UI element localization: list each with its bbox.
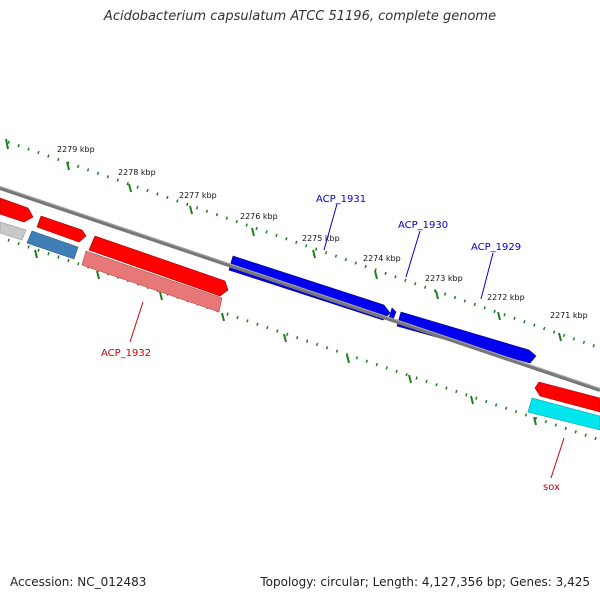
topology-text: Topology: circular; Length: 4,127,356 bp… bbox=[260, 575, 590, 589]
inner-scale-tick bbox=[283, 333, 287, 343]
gene-label-acp-1931[interactable]: ACP_1931 bbox=[316, 194, 366, 205]
outer-scale-tick bbox=[128, 183, 132, 193]
outer-scale-track bbox=[5, 138, 600, 350]
scale-label-2279: 2279 kbp bbox=[57, 145, 95, 154]
scale-label-2271: 2271 kbp bbox=[550, 311, 588, 320]
scale-label-2275: 2275 kbp bbox=[302, 234, 340, 243]
accession-text: Accession: NC_012483 bbox=[10, 575, 147, 589]
genome-title: Acidobacterium capsulatum ATCC 51196, co… bbox=[103, 9, 497, 24]
gene-arrow-red[interactable] bbox=[36, 215, 87, 243]
gene-label-acp-1932[interactable]: ACP_1932 bbox=[101, 348, 151, 359]
leader-acp-1931 bbox=[323, 203, 338, 251]
gene-arrow-red[interactable] bbox=[0, 197, 34, 223]
gene-labels: ACP_1931 ACP_1930 ACP_1929 ACP_1932 sox bbox=[101, 194, 560, 493]
inner-scale-tick bbox=[533, 416, 537, 426]
gene-label-acp-1930[interactable]: ACP_1930 bbox=[398, 220, 448, 231]
gene-label-acp-1929[interactable]: ACP_1929 bbox=[471, 242, 521, 253]
leader-acp-1930 bbox=[405, 230, 421, 278]
scale-label-2272: 2272 kbp bbox=[487, 293, 525, 302]
gene-label-sox[interactable]: sox bbox=[543, 482, 560, 493]
outer-scale-tick bbox=[435, 290, 439, 300]
inner-scale-tick bbox=[346, 354, 350, 364]
leader-acp-1932 bbox=[129, 301, 144, 343]
inner-scale-tick bbox=[470, 395, 474, 405]
label-leaders bbox=[129, 203, 565, 479]
inner-scale-tick bbox=[159, 291, 163, 301]
outer-scale-tick bbox=[558, 332, 562, 342]
scale-label-2278: 2278 kbp bbox=[118, 168, 156, 177]
inner-scale-tick bbox=[96, 270, 100, 280]
scale-label-2276: 2276 kbp bbox=[240, 212, 278, 221]
scale-label-2273: 2273 kbp bbox=[425, 274, 463, 283]
inner-scale-tick bbox=[34, 249, 38, 259]
outer-scale-tick bbox=[374, 270, 378, 280]
outer-scale-tick bbox=[251, 227, 255, 237]
gene-arrow-acp-1932[interactable] bbox=[81, 250, 223, 313]
outer-scale-tick bbox=[312, 249, 316, 259]
gene-arrow-sox[interactable] bbox=[527, 397, 600, 431]
gene-arrow-grey[interactable] bbox=[0, 221, 27, 241]
inner-scale-track bbox=[7, 238, 600, 442]
inner-scale-tick bbox=[221, 312, 225, 322]
outer-scale-tick bbox=[189, 205, 193, 215]
outer-scale-tick bbox=[5, 138, 9, 150]
inner-scale-tick bbox=[408, 374, 412, 384]
outer-scale-tick bbox=[66, 161, 70, 171]
leader-sox bbox=[550, 437, 565, 479]
scale-label-2274: 2274 kbp bbox=[363, 254, 401, 263]
reverse-strand-features bbox=[0, 221, 600, 431]
forward-strand-features bbox=[0, 197, 600, 413]
leader-acp-1929 bbox=[480, 252, 494, 300]
gene-arrow-acp-1930-1929[interactable] bbox=[396, 311, 537, 364]
genome-backbone bbox=[0, 186, 600, 392]
gene-arrow-red[interactable] bbox=[88, 235, 229, 297]
outer-scale-tick bbox=[497, 311, 501, 321]
gene-arrow-red-right[interactable] bbox=[534, 381, 600, 413]
gene-arrow-steel-blue[interactable] bbox=[26, 230, 79, 260]
scale-label-2277: 2277 kbp bbox=[179, 191, 217, 200]
scale-labels: 2279 kbp 2278 kbp 2277 kbp 2276 kbp 2275… bbox=[57, 145, 588, 320]
genome-backbone-highlight bbox=[0, 186, 600, 389]
